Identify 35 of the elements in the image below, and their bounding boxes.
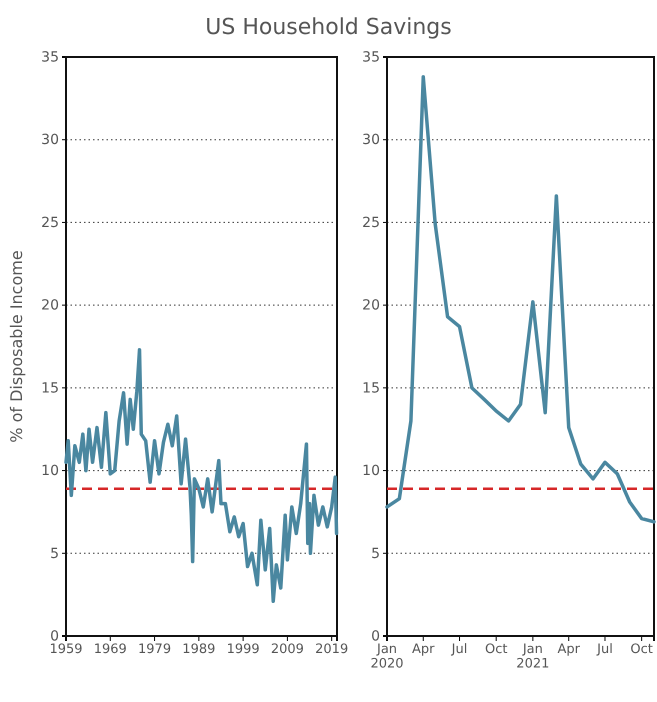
- y-tick-label: 10: [41, 463, 59, 480]
- y-tick-label: 10: [362, 463, 380, 480]
- x-tick-label: Jul: [450, 642, 468, 658]
- x-tick-label: 1959: [49, 642, 83, 658]
- x-tick-label: Apr: [557, 642, 581, 658]
- y-tick-label: 0: [50, 628, 59, 644]
- x-tick-label: 1969: [94, 642, 127, 658]
- x-tick-label: 1999: [226, 642, 260, 658]
- x-tick-label: Jul: [596, 642, 613, 658]
- y-tick-label: 30: [362, 132, 380, 148]
- x-tick-label: 2019: [315, 642, 348, 658]
- x-tick-label: Oct: [630, 642, 653, 658]
- y-tick-label: 25: [362, 214, 380, 231]
- y-tick-label: 20: [362, 298, 380, 314]
- y-tick-label: 15: [41, 380, 59, 396]
- x-tick-label: 1989: [182, 642, 216, 658]
- y-tick-label: 25: [41, 214, 59, 231]
- y-tick-label: 35: [41, 49, 59, 66]
- x-tick-label: 1979: [138, 642, 172, 658]
- y-tick-label: 15: [362, 380, 380, 396]
- line-series: [385, 75, 656, 524]
- x-tick-label: Jan 2020: [370, 642, 404, 672]
- x-tick-label: Jan 2021: [516, 642, 550, 672]
- x-tick-label: 2009: [270, 642, 304, 658]
- chart-title: US Household Savings: [205, 15, 452, 40]
- y-tick-label: 5: [50, 546, 59, 562]
- line-series: [64, 348, 338, 604]
- y-tick-label: 5: [371, 546, 380, 562]
- y-tick-label: 30: [41, 132, 59, 148]
- y-tick-label: 20: [41, 298, 59, 314]
- y-axis-title: % of Disposable Income: [7, 250, 26, 443]
- y-tick-label: 0: [371, 628, 380, 644]
- y-tick-label: 35: [362, 49, 380, 66]
- x-tick-label: Apr: [412, 642, 436, 658]
- x-tick-label: Oct: [484, 642, 508, 658]
